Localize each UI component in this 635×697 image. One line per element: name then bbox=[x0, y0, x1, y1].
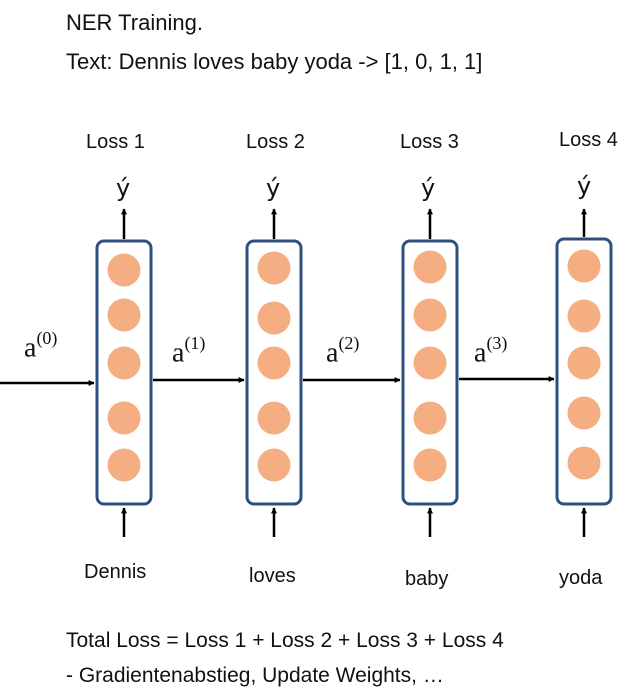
input-word-2: loves bbox=[249, 565, 296, 587]
neuron-3 bbox=[567, 346, 601, 380]
neuron-4 bbox=[107, 401, 141, 435]
neuron-1 bbox=[257, 251, 291, 285]
activation-base-1: a bbox=[172, 337, 185, 369]
output-yhat-4: ý bbox=[577, 172, 592, 200]
diagram-title: NER Training. bbox=[66, 10, 203, 35]
activation-sup-1: (1) bbox=[184, 333, 206, 353]
activation-base-0: a bbox=[24, 332, 37, 364]
activation-sup-2: (2) bbox=[338, 333, 360, 353]
neuron-2 bbox=[413, 298, 447, 332]
rnn-cell-3 bbox=[401, 239, 459, 506]
activation-base-3: a bbox=[474, 337, 487, 369]
rnn-cell-4 bbox=[555, 237, 613, 506]
output-yhat-1: ý bbox=[116, 174, 131, 202]
neuron-5 bbox=[257, 448, 291, 482]
neuron-1 bbox=[413, 250, 447, 284]
neuron-4 bbox=[567, 396, 601, 430]
neuron-5 bbox=[107, 448, 141, 482]
rnn-cell-1 bbox=[95, 239, 153, 506]
activation-label-3: a(3) bbox=[474, 333, 508, 369]
loss-label-1: Loss 1 bbox=[86, 131, 145, 153]
input-word-1: Dennis bbox=[84, 561, 147, 583]
training-steps-note: - Gradientenabstieg, Update Weights, … bbox=[66, 664, 444, 687]
neuron-4 bbox=[257, 401, 291, 435]
input-word-3: baby bbox=[405, 568, 449, 590]
input-word-4: yoda bbox=[559, 567, 603, 589]
activation-label-1: a(1) bbox=[172, 333, 206, 369]
loss-label-3: Loss 3 bbox=[400, 131, 459, 153]
activation-label-2: a(2) bbox=[326, 333, 360, 369]
neuron-2 bbox=[567, 299, 601, 333]
neuron-3 bbox=[257, 346, 291, 380]
neuron-5 bbox=[567, 446, 601, 480]
activation-base-2: a bbox=[326, 337, 339, 369]
output-yhat-3: ý bbox=[421, 174, 436, 202]
neuron-2 bbox=[107, 298, 141, 332]
loss-label-2: Loss 2 bbox=[246, 131, 305, 153]
activation-sup-0: (0) bbox=[36, 328, 58, 348]
rnn-cell-2 bbox=[245, 239, 303, 506]
example-sentence: Text: Dennis loves baby yoda -> [1, 0, 1… bbox=[66, 49, 483, 74]
neuron-1 bbox=[567, 249, 601, 283]
neuron-3 bbox=[413, 346, 447, 380]
neuron-4 bbox=[413, 401, 447, 435]
output-yhat-2: ý bbox=[266, 174, 281, 202]
total-loss-formula: Total Loss = Loss 1 + Loss 2 + Loss 3 + … bbox=[66, 629, 504, 652]
activation-label-0: a(0) bbox=[24, 328, 58, 364]
neuron-2 bbox=[257, 301, 291, 335]
neuron-5 bbox=[413, 448, 447, 482]
loss-label-4: Loss 4 bbox=[559, 129, 618, 151]
activation-sup-3: (3) bbox=[486, 333, 508, 353]
neuron-1 bbox=[107, 253, 141, 287]
neuron-3 bbox=[107, 346, 141, 380]
